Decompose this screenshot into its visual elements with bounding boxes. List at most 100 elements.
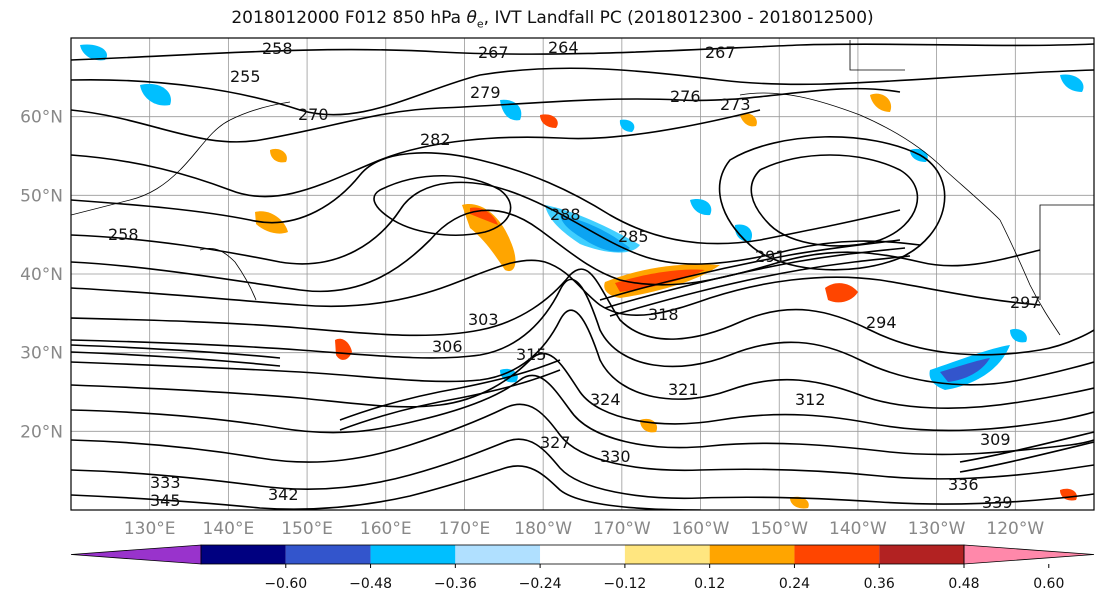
colorbar-extend-min [70, 544, 202, 565]
contour-label: 306 [432, 337, 463, 356]
colorbar-blocks [70, 544, 1095, 565]
contour-line [71, 309, 1094, 409]
colorbar-block [709, 545, 795, 564]
latitude-label: 60°N [20, 108, 63, 128]
shade-patch [940, 358, 990, 382]
contour-label: 318 [648, 305, 679, 324]
colorbar-block [540, 545, 625, 564]
contour-line [71, 181, 921, 265]
contour-line [71, 465, 701, 510]
shade-patch [462, 204, 516, 272]
colorbar-block [201, 545, 286, 564]
contour-label: 276 [670, 87, 701, 106]
colorbar-tick-label: 0.12 [694, 576, 725, 592]
contour-label: 282 [420, 130, 451, 149]
colorbar-outline [200, 544, 965, 565]
longitude-label: 140°E [203, 519, 255, 539]
shade-patch [1060, 74, 1084, 92]
contour-label: 264 [548, 38, 579, 57]
contour-label: 345 [150, 491, 181, 510]
shade-patch [615, 269, 705, 292]
contour-label: 255 [230, 67, 261, 86]
shade-patch [619, 119, 635, 132]
contour-label: 267 [705, 43, 736, 62]
latitude-label: 30°N [20, 344, 63, 364]
shade-patch [690, 199, 712, 216]
contour-line [609, 255, 911, 317]
contour-label: 267 [478, 43, 509, 62]
colorbar-tick-label: 0.48 [948, 576, 979, 592]
contour-label: 330 [600, 447, 631, 466]
map-frame [70, 37, 1095, 511]
contour-label: 270 [298, 105, 329, 124]
contour-label: 339 [982, 493, 1013, 512]
colorbar-block [624, 545, 710, 564]
shade-patch [790, 496, 809, 509]
contour-line [71, 268, 1094, 356]
contour-label: 303 [468, 310, 499, 329]
contour-line [750, 154, 919, 247]
contour-label: 288 [550, 205, 581, 224]
contour-label: 258 [262, 39, 293, 58]
contour-labels: 264 267 267 258 255 258 270 273 276 279 … [108, 38, 1041, 512]
contour-label: 324 [590, 390, 621, 409]
contour-label: 336 [948, 475, 979, 494]
contour-label: 285 [618, 227, 649, 246]
contour-label: 291 [755, 247, 786, 266]
coastline [999, 219, 1061, 336]
colorbar-block [285, 545, 371, 564]
shade-patch [734, 224, 753, 242]
contour-label: 309 [980, 430, 1011, 449]
contour-label: 312 [795, 390, 826, 409]
theta-subscript: e [476, 17, 484, 31]
contour-line [339, 369, 561, 431]
theta-e-contours [71, 43, 1094, 510]
shade-patch [870, 93, 892, 112]
contour-line [71, 344, 281, 359]
theta-symbol: θ [466, 8, 477, 28]
longitude-label: 160°E [360, 519, 412, 539]
contour-line [71, 67, 1094, 116]
longitude-label: 140°W [829, 519, 887, 539]
shade-patch [335, 338, 352, 360]
contour-label: 333 [150, 473, 181, 492]
contour-label: 327 [540, 433, 571, 452]
contour-line [71, 352, 1094, 432]
colorbar-tick-label: −0.48 [349, 576, 392, 592]
map-title: 2018012000 F012 850 hPa θe, IVT Landfall… [231, 8, 874, 31]
shade-patch [1010, 328, 1027, 343]
colorbar-tick-label: −0.12 [603, 576, 646, 592]
shade-patch [140, 83, 171, 106]
longitude-label: 160°W [672, 519, 730, 539]
contour-line [71, 403, 1094, 480]
colorbar: −0.60 −0.48 −0.36 −0.24 −0.12 0.12 0.24 0.36 0.4… [70, 544, 1095, 592]
shade-patch [545, 205, 640, 253]
contour-line [599, 239, 901, 301]
contour-label: 321 [668, 380, 699, 399]
colorbar-block [455, 545, 541, 564]
coastline [739, 92, 1001, 221]
longitude-label: 180°W [514, 519, 572, 539]
contour-line [604, 247, 906, 309]
colorbar-block [370, 545, 456, 564]
contour-line [71, 87, 901, 143]
shade-patch [540, 114, 558, 128]
longitude-label: 150°W [750, 519, 808, 539]
colorbar-block [879, 545, 964, 564]
coastlines [71, 40, 1094, 336]
colorbar-tick-label: 0.60 [1033, 576, 1064, 592]
longitude-label: 170°W [593, 519, 651, 539]
coastline [199, 247, 257, 301]
contour-label: 294 [866, 313, 897, 332]
contour-line [339, 359, 561, 421]
contour-label: 297 [1010, 293, 1041, 312]
latitude-label: 40°N [20, 265, 63, 285]
contour-label: 279 [470, 83, 501, 102]
contour-label: 273 [720, 95, 751, 114]
longitude-label: 120°W [986, 519, 1044, 539]
longitude-label: 130°E [124, 519, 176, 539]
shade-patch [500, 368, 518, 383]
latitude-labels: 60°N 50°N 40°N 30°N 20°N [20, 108, 63, 443]
contour-label: 258 [108, 225, 139, 244]
